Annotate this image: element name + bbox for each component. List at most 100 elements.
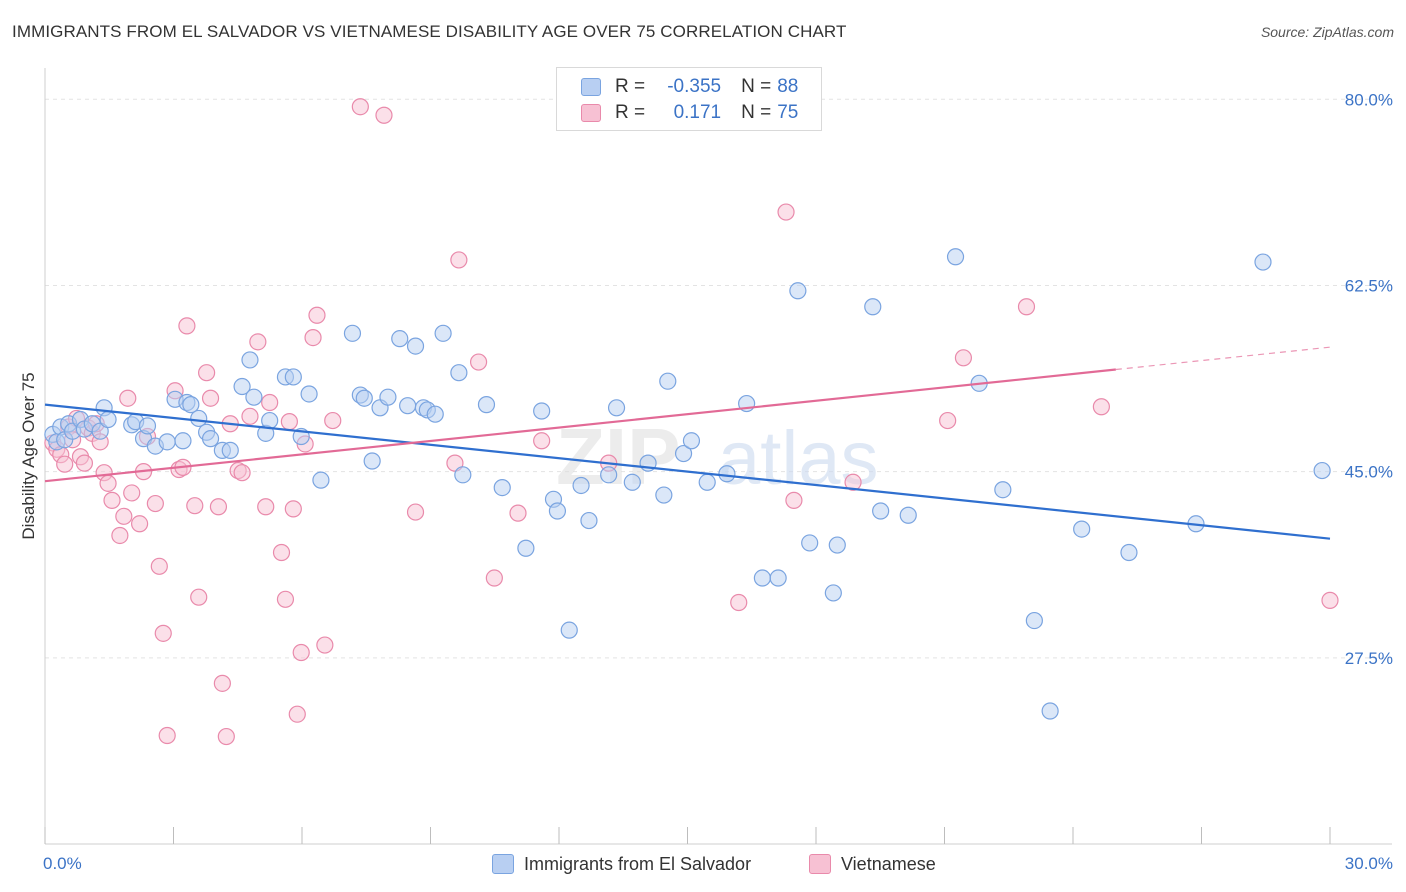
point-el-salvador	[174, 432, 192, 450]
bottom-legend-vietnamese: Vietnamese	[809, 852, 936, 876]
grid-lines	[45, 98, 1392, 659]
point-el-salvador	[158, 433, 176, 451]
point-vietnamese	[375, 106, 393, 124]
point-el-salvador	[399, 397, 417, 415]
bottom-legend-label-el-salvador: Immigrants from El Salvador	[524, 853, 752, 874]
trend-line-vietnamese	[44, 368, 1116, 483]
point-el-salvador	[580, 511, 598, 530]
point-vietnamese	[485, 569, 503, 587]
point-vietnamese	[115, 507, 133, 525]
source-label: Source: ZipAtlas.com	[1260, 24, 1394, 40]
point-vietnamese	[1017, 298, 1036, 316]
point-vietnamese	[131, 515, 149, 533]
point-vietnamese	[209, 498, 228, 516]
tick-labels: 27.5% 45.0% 62.5% 80.0% 0.0% 30.0%	[43, 90, 1393, 873]
point-vietnamese	[75, 454, 94, 472]
legend-n-value-el-salvador: 88	[777, 76, 799, 97]
point-vietnamese	[257, 498, 275, 516]
point-vietnamese	[1092, 398, 1110, 416]
point-el-salvador	[718, 465, 736, 483]
legend-r-label: R =	[615, 76, 646, 97]
point-el-salvador	[284, 368, 302, 386]
legend-swatch-pink	[581, 104, 601, 122]
point-el-salvador	[99, 410, 117, 429]
point-el-salvador	[698, 473, 716, 491]
point-vietnamese	[292, 643, 310, 662]
legend-n-label: N =	[741, 102, 772, 123]
point-el-salvador	[493, 478, 511, 497]
point-el-salvador	[517, 539, 535, 557]
point-el-salvador	[753, 569, 771, 587]
point-vietnamese	[241, 407, 259, 425]
point-el-salvador	[674, 444, 693, 463]
bottom-legend-swatch-pink	[809, 854, 831, 874]
axes	[44, 68, 1392, 845]
point-el-salvador	[91, 422, 109, 440]
legend-swatch-blue	[581, 78, 601, 96]
y-tick-label: 45.0%	[1345, 463, 1393, 482]
point-vietnamese	[213, 674, 231, 692]
point-el-salvador	[994, 481, 1012, 499]
trend-lines	[44, 346, 1331, 540]
point-vietnamese	[123, 484, 141, 502]
series-vietnamese-points	[44, 98, 1339, 746]
point-vietnamese	[111, 526, 129, 545]
point-vietnamese	[954, 349, 973, 367]
bottom-legend-el-salvador: Immigrants from El Salvador	[492, 852, 751, 876]
point-vietnamese	[198, 364, 216, 382]
point-vietnamese	[103, 491, 121, 509]
point-vietnamese	[777, 203, 795, 221]
point-el-salvador	[190, 409, 208, 428]
point-vietnamese	[154, 624, 172, 642]
point-vietnamese	[186, 497, 204, 515]
point-el-salvador	[312, 471, 330, 489]
point-vietnamese	[280, 413, 298, 431]
point-vietnamese	[217, 727, 235, 746]
point-vietnamese	[939, 411, 957, 430]
trend-line-extension	[1115, 346, 1331, 371]
point-el-salvador	[406, 337, 425, 355]
point-vietnamese	[288, 705, 306, 723]
correlation-legend: R = -0.355 N = 88 R = 0.171 N = 75	[556, 67, 822, 131]
point-vietnamese	[233, 464, 251, 482]
point-vietnamese	[201, 389, 220, 407]
point-el-salvador	[300, 385, 318, 403]
legend-row-vietnamese: R = 0.171 N = 75	[581, 100, 798, 126]
point-vietnamese	[844, 473, 862, 491]
point-vietnamese	[158, 726, 176, 745]
point-el-salvador	[607, 399, 626, 417]
point-vietnamese	[509, 504, 527, 522]
legend-n-label: N =	[741, 76, 772, 97]
point-el-salvador	[946, 248, 965, 266]
point-el-salvador	[1254, 253, 1272, 271]
point-vietnamese	[446, 454, 464, 472]
point-vietnamese	[190, 588, 208, 606]
point-el-salvador	[1120, 543, 1138, 562]
point-el-salvador	[789, 282, 807, 300]
point-el-salvador	[1073, 520, 1091, 538]
legend-r-value-el-salvador: -0.355	[667, 76, 722, 97]
point-vietnamese	[284, 500, 302, 518]
point-el-salvador	[355, 389, 373, 407]
point-el-salvador	[655, 486, 673, 504]
point-vietnamese	[1321, 591, 1339, 609]
point-vietnamese	[304, 328, 322, 347]
point-el-salvador	[824, 584, 842, 602]
y-tick-label: 27.5%	[1345, 649, 1393, 668]
bottom-legend-label-vietnamese: Vietnamese	[841, 853, 936, 874]
point-el-salvador	[533, 402, 551, 420]
point-vietnamese	[469, 353, 488, 371]
point-el-salvador	[600, 466, 618, 484]
point-el-salvador	[801, 534, 819, 552]
point-el-salvador	[572, 476, 590, 495]
point-el-salvador	[864, 298, 882, 316]
legend-r-value-vietnamese: 0.171	[673, 102, 722, 123]
point-el-salvador	[682, 432, 701, 450]
point-el-salvador	[477, 396, 496, 414]
point-el-salvador	[426, 405, 444, 423]
y-tick-label: 80.0%	[1345, 90, 1393, 109]
point-el-salvador	[233, 377, 251, 396]
point-el-salvador	[548, 502, 567, 520]
series-el-salvador-points	[44, 248, 1331, 720]
